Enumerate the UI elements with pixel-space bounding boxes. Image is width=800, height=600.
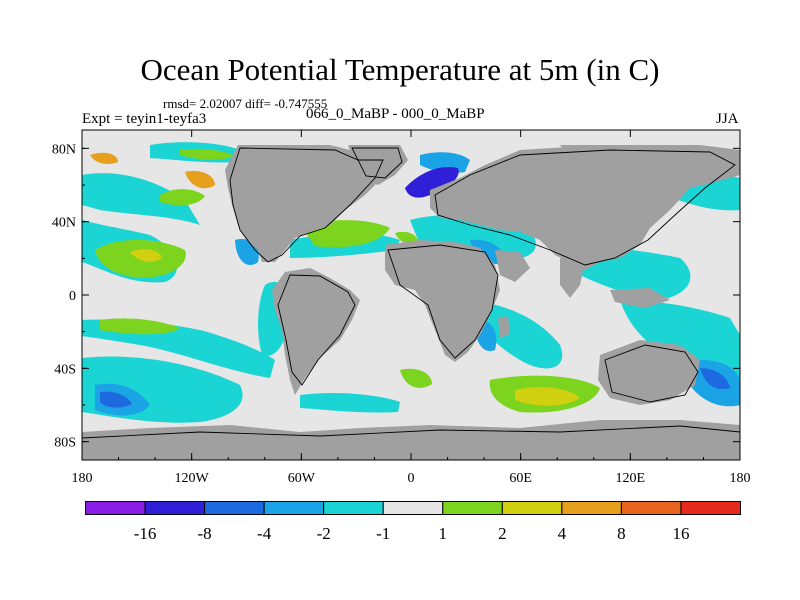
y-tick-label: 0 bbox=[69, 289, 76, 304]
colorbar-label: 8 bbox=[617, 524, 626, 543]
stats-label: rmsd= 2.02007 diff= -0.747555 bbox=[163, 96, 328, 111]
colorbar-label: -16 bbox=[134, 524, 157, 543]
colorbar-label: -4 bbox=[257, 524, 272, 543]
colorbar-label: -2 bbox=[317, 524, 331, 543]
colorbar-swatch bbox=[263, 501, 325, 515]
y-tick-label: 40S bbox=[54, 362, 76, 377]
colorbar-swatch bbox=[561, 501, 622, 515]
x-tick-label: 60E bbox=[509, 471, 532, 486]
x-tick-label: 60W bbox=[288, 471, 316, 486]
anomaly-orange-regions bbox=[90, 152, 215, 189]
colorbar-swatch bbox=[501, 501, 563, 515]
coastlines bbox=[82, 147, 740, 439]
x-tick-label: 0 bbox=[408, 471, 415, 486]
colorbar-swatch bbox=[620, 501, 682, 515]
anomaly-darkblue-regions bbox=[100, 368, 730, 408]
colorbar-label: 4 bbox=[558, 524, 567, 543]
colorbar: -16 -8 -4 -2 -1 1 2 4 8 16 bbox=[85, 501, 741, 543]
land-mask bbox=[82, 145, 740, 460]
colorbar-label: 2 bbox=[498, 524, 507, 543]
colorbar-swatch bbox=[204, 501, 265, 515]
experiment-label: Expt = teyin1-teyfa3 bbox=[82, 111, 207, 127]
season-label: JJA bbox=[716, 111, 739, 127]
x-tick-label: 120W bbox=[175, 471, 210, 486]
x-tick-label: 120E bbox=[616, 471, 646, 486]
anomaly-deepblue-regions bbox=[405, 166, 459, 198]
x-tick-label: 180 bbox=[730, 471, 751, 486]
colorbar-swatch bbox=[680, 501, 741, 515]
colorbar-swatch bbox=[85, 501, 146, 515]
y-tick-label: 40N bbox=[52, 216, 76, 231]
y-tick-label: 80N bbox=[52, 142, 76, 157]
difference-label: 066_0_MaBP - 000_0_MaBP bbox=[306, 106, 485, 122]
x-tick-label: 180 bbox=[72, 471, 93, 486]
colorbar-swatch bbox=[442, 501, 503, 515]
colorbar-label: -1 bbox=[376, 524, 390, 543]
colorbar-swatch bbox=[323, 501, 384, 515]
page-title: Ocean Potential Temperature at 5m (in C) bbox=[140, 52, 660, 87]
colorbar-swatch bbox=[144, 501, 206, 515]
colorbar-label: 16 bbox=[672, 524, 689, 543]
y-tick-label: 80S bbox=[54, 436, 76, 451]
colorbar-label: -8 bbox=[198, 524, 212, 543]
colorbar-label: 1 bbox=[439, 524, 448, 543]
colorbar-swatch bbox=[382, 501, 444, 515]
